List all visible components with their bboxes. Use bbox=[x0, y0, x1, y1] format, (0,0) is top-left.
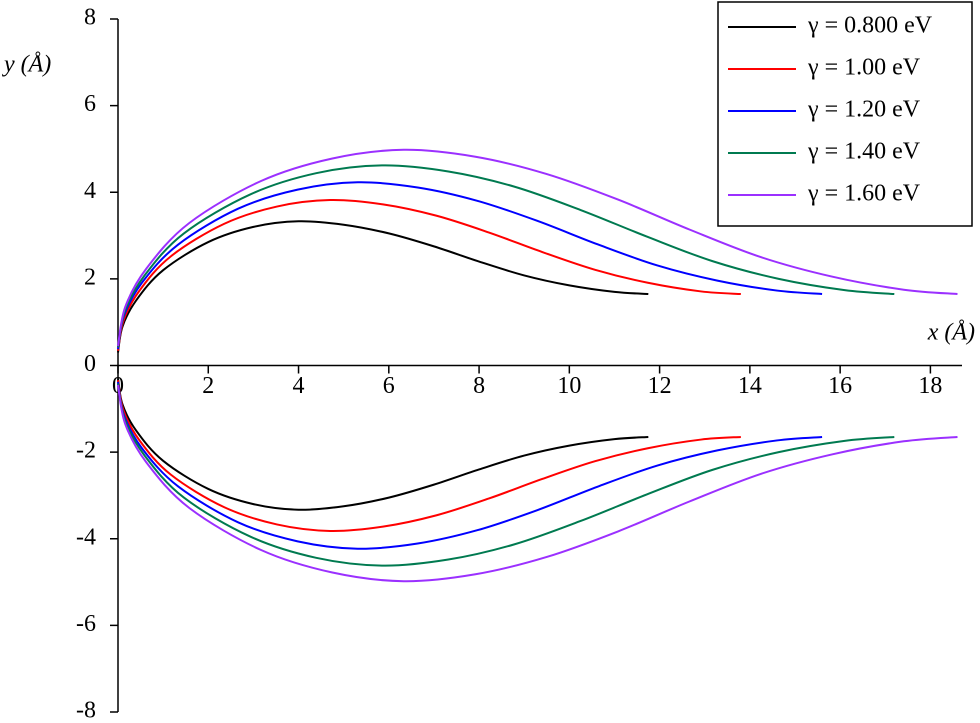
curve bbox=[117, 378, 649, 511]
curve bbox=[117, 380, 741, 532]
y-tick-label: -4 bbox=[76, 524, 96, 550]
x-tick-label: 8 bbox=[473, 373, 485, 399]
x-tick-label: 14 bbox=[738, 373, 762, 399]
x-tick-label: 4 bbox=[293, 373, 305, 399]
curve bbox=[117, 181, 823, 350]
legend-label: γ = 1.20 eV bbox=[807, 97, 921, 123]
curve bbox=[117, 381, 823, 550]
x-tick-label: 16 bbox=[828, 373, 852, 399]
legend-box bbox=[717, 1, 973, 227]
x-tick-label: 12 bbox=[648, 373, 672, 399]
y-tick-label: 0 bbox=[84, 351, 96, 377]
y-tick-label: 4 bbox=[84, 178, 96, 204]
x-tick-label: 10 bbox=[557, 373, 581, 399]
legend-label: γ = 1.60 eV bbox=[807, 181, 921, 207]
y-axis-label: y (Å) bbox=[2, 52, 51, 78]
curve bbox=[117, 383, 895, 567]
legend-label: γ = 1.40 eV bbox=[807, 139, 921, 165]
legend-label: γ = 0.800 eV bbox=[807, 13, 933, 39]
curve bbox=[117, 148, 958, 347]
x-tick-label: 6 bbox=[383, 373, 395, 399]
x-axis-label: x (Å) bbox=[927, 320, 975, 346]
y-tick-label: 6 bbox=[84, 91, 96, 117]
x-tick-label: 18 bbox=[918, 373, 942, 399]
y-tick-label: -8 bbox=[76, 698, 96, 723]
y-tick-label: 2 bbox=[84, 264, 96, 290]
curve bbox=[117, 384, 958, 583]
y-tick-label: -2 bbox=[76, 438, 96, 464]
y-tick-label: 8 bbox=[84, 5, 96, 31]
legend-label: γ = 1.00 eV bbox=[807, 55, 921, 81]
curve bbox=[117, 220, 649, 353]
curve bbox=[117, 199, 741, 351]
x-tick-label: 2 bbox=[202, 373, 214, 399]
y-tick-label: -6 bbox=[76, 611, 96, 637]
curve bbox=[117, 164, 895, 348]
